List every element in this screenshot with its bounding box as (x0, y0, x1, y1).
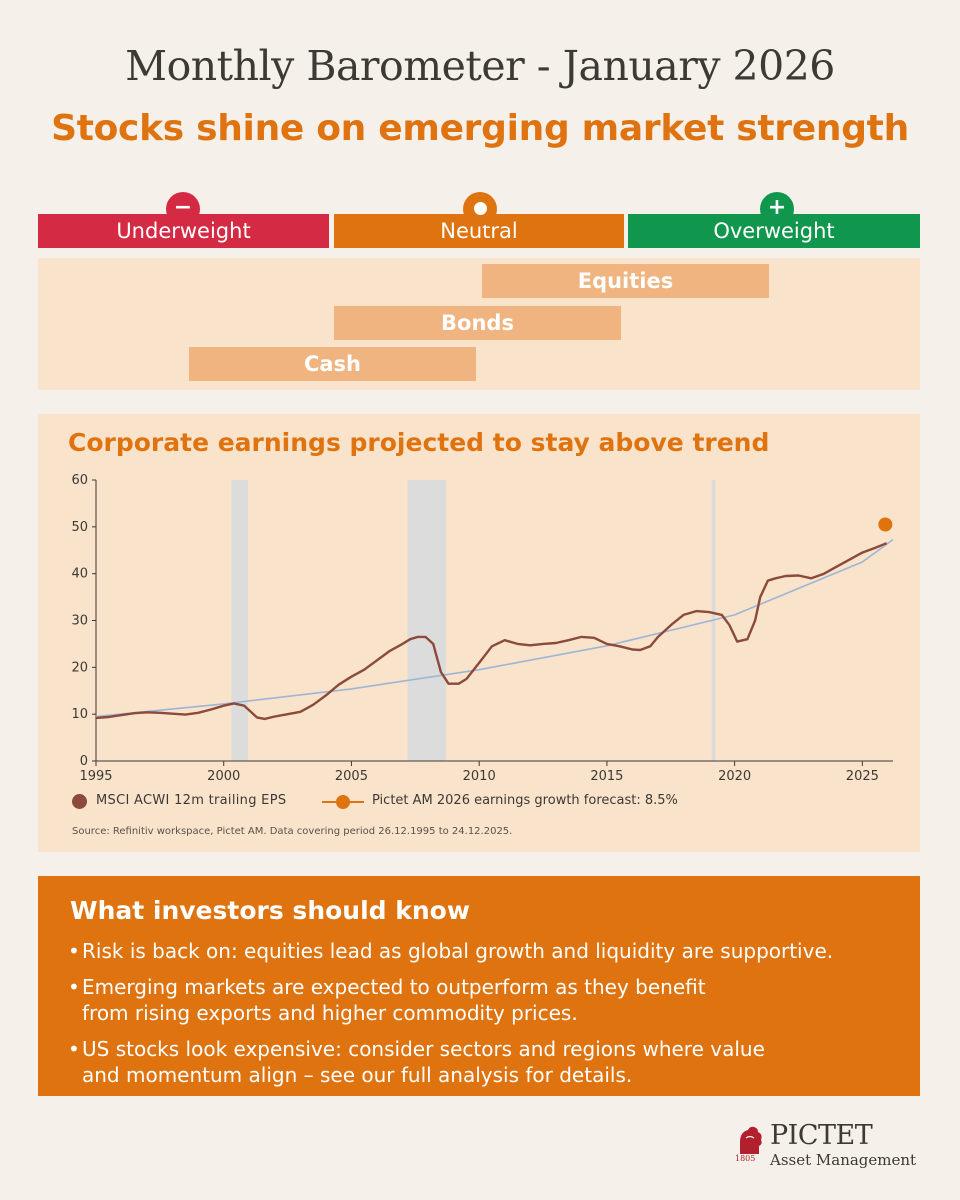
takeaway-item: Emerging markets are expected to outperf… (68, 974, 748, 1026)
legend-label-eps: MSCI ACWI 12m trailing EPS (96, 793, 287, 808)
legend-swatch-forecast (322, 795, 364, 809)
chart-source-note: Source: Refinitiv workspace, Pictet AM. … (72, 826, 513, 837)
asset-bar-cash: Cash (189, 347, 476, 381)
legend-label-forecast: Pictet AM 2026 earnings growth forecast:… (372, 793, 678, 808)
takeaway-item: US stocks look expensive: consider secto… (68, 1036, 808, 1088)
investor-takeaways-box: What investors should know Risk is back … (38, 876, 920, 1096)
logo-subtitle: Asset Management (770, 1151, 917, 1169)
y-tick-label: 20 (71, 660, 88, 675)
legend-swatch-eps (72, 794, 87, 809)
trend-line (95, 538, 894, 718)
asset-barometer: Underweight Neutral Overweight − + Equit… (38, 190, 920, 390)
y-tick-label: 0 (80, 754, 88, 769)
takeaways-title: What investors should know (70, 896, 470, 925)
x-tick-label: 2000 (207, 769, 240, 784)
y-tick-label: 50 (71, 520, 88, 535)
pictet-logo: 1805 PICTET Asset Management (732, 1120, 922, 1175)
y-tick-label: 30 (71, 614, 88, 629)
asset-bar-bonds: Bonds (334, 306, 621, 340)
chart-title: Corporate earnings projected to stay abo… (68, 428, 770, 457)
x-tick-label: 1995 (79, 769, 112, 784)
x-tick-label: 2025 (846, 769, 879, 784)
takeaways-list: Risk is back on: equities lead as global… (68, 938, 908, 1098)
takeaway-item: Risk is back on: equities lead as global… (68, 938, 908, 964)
x-tick-label: 2020 (718, 769, 751, 784)
lion-icon (740, 1126, 762, 1154)
logo-name: PICTET (770, 1120, 873, 1151)
plus-icon: + (760, 192, 794, 226)
x-tick-label: 2015 (590, 769, 623, 784)
earnings-chart-panel: 0 10 20 30 40 50 60 1995 2000 2005 2010 2015 2020 202… (38, 414, 920, 852)
page-title: Monthly Barometer - January 2026 (125, 42, 835, 90)
y-tick-label: 40 (71, 567, 88, 582)
recession-shading (407, 480, 446, 761)
y-tick-label: 60 (71, 473, 88, 488)
asset-bar-equities: Equities (482, 264, 769, 298)
recession-shading (231, 480, 248, 761)
eps-series-line (95, 542, 888, 721)
neutral-dot-icon (463, 192, 497, 226)
minus-icon: − (166, 192, 200, 226)
earnings-chart: 0 10 20 30 40 50 60 1995 2000 2005 2010 2015 2020 202… (71, 473, 894, 784)
logo-year: 1805 (735, 1154, 756, 1163)
x-tick-label: 2005 (335, 769, 368, 784)
y-tick-label: 10 (71, 707, 88, 722)
x-tick-label: 2010 (463, 769, 496, 784)
page-subtitle: Stocks shine on emerging market strength (51, 108, 909, 149)
forecast-point (878, 517, 893, 532)
